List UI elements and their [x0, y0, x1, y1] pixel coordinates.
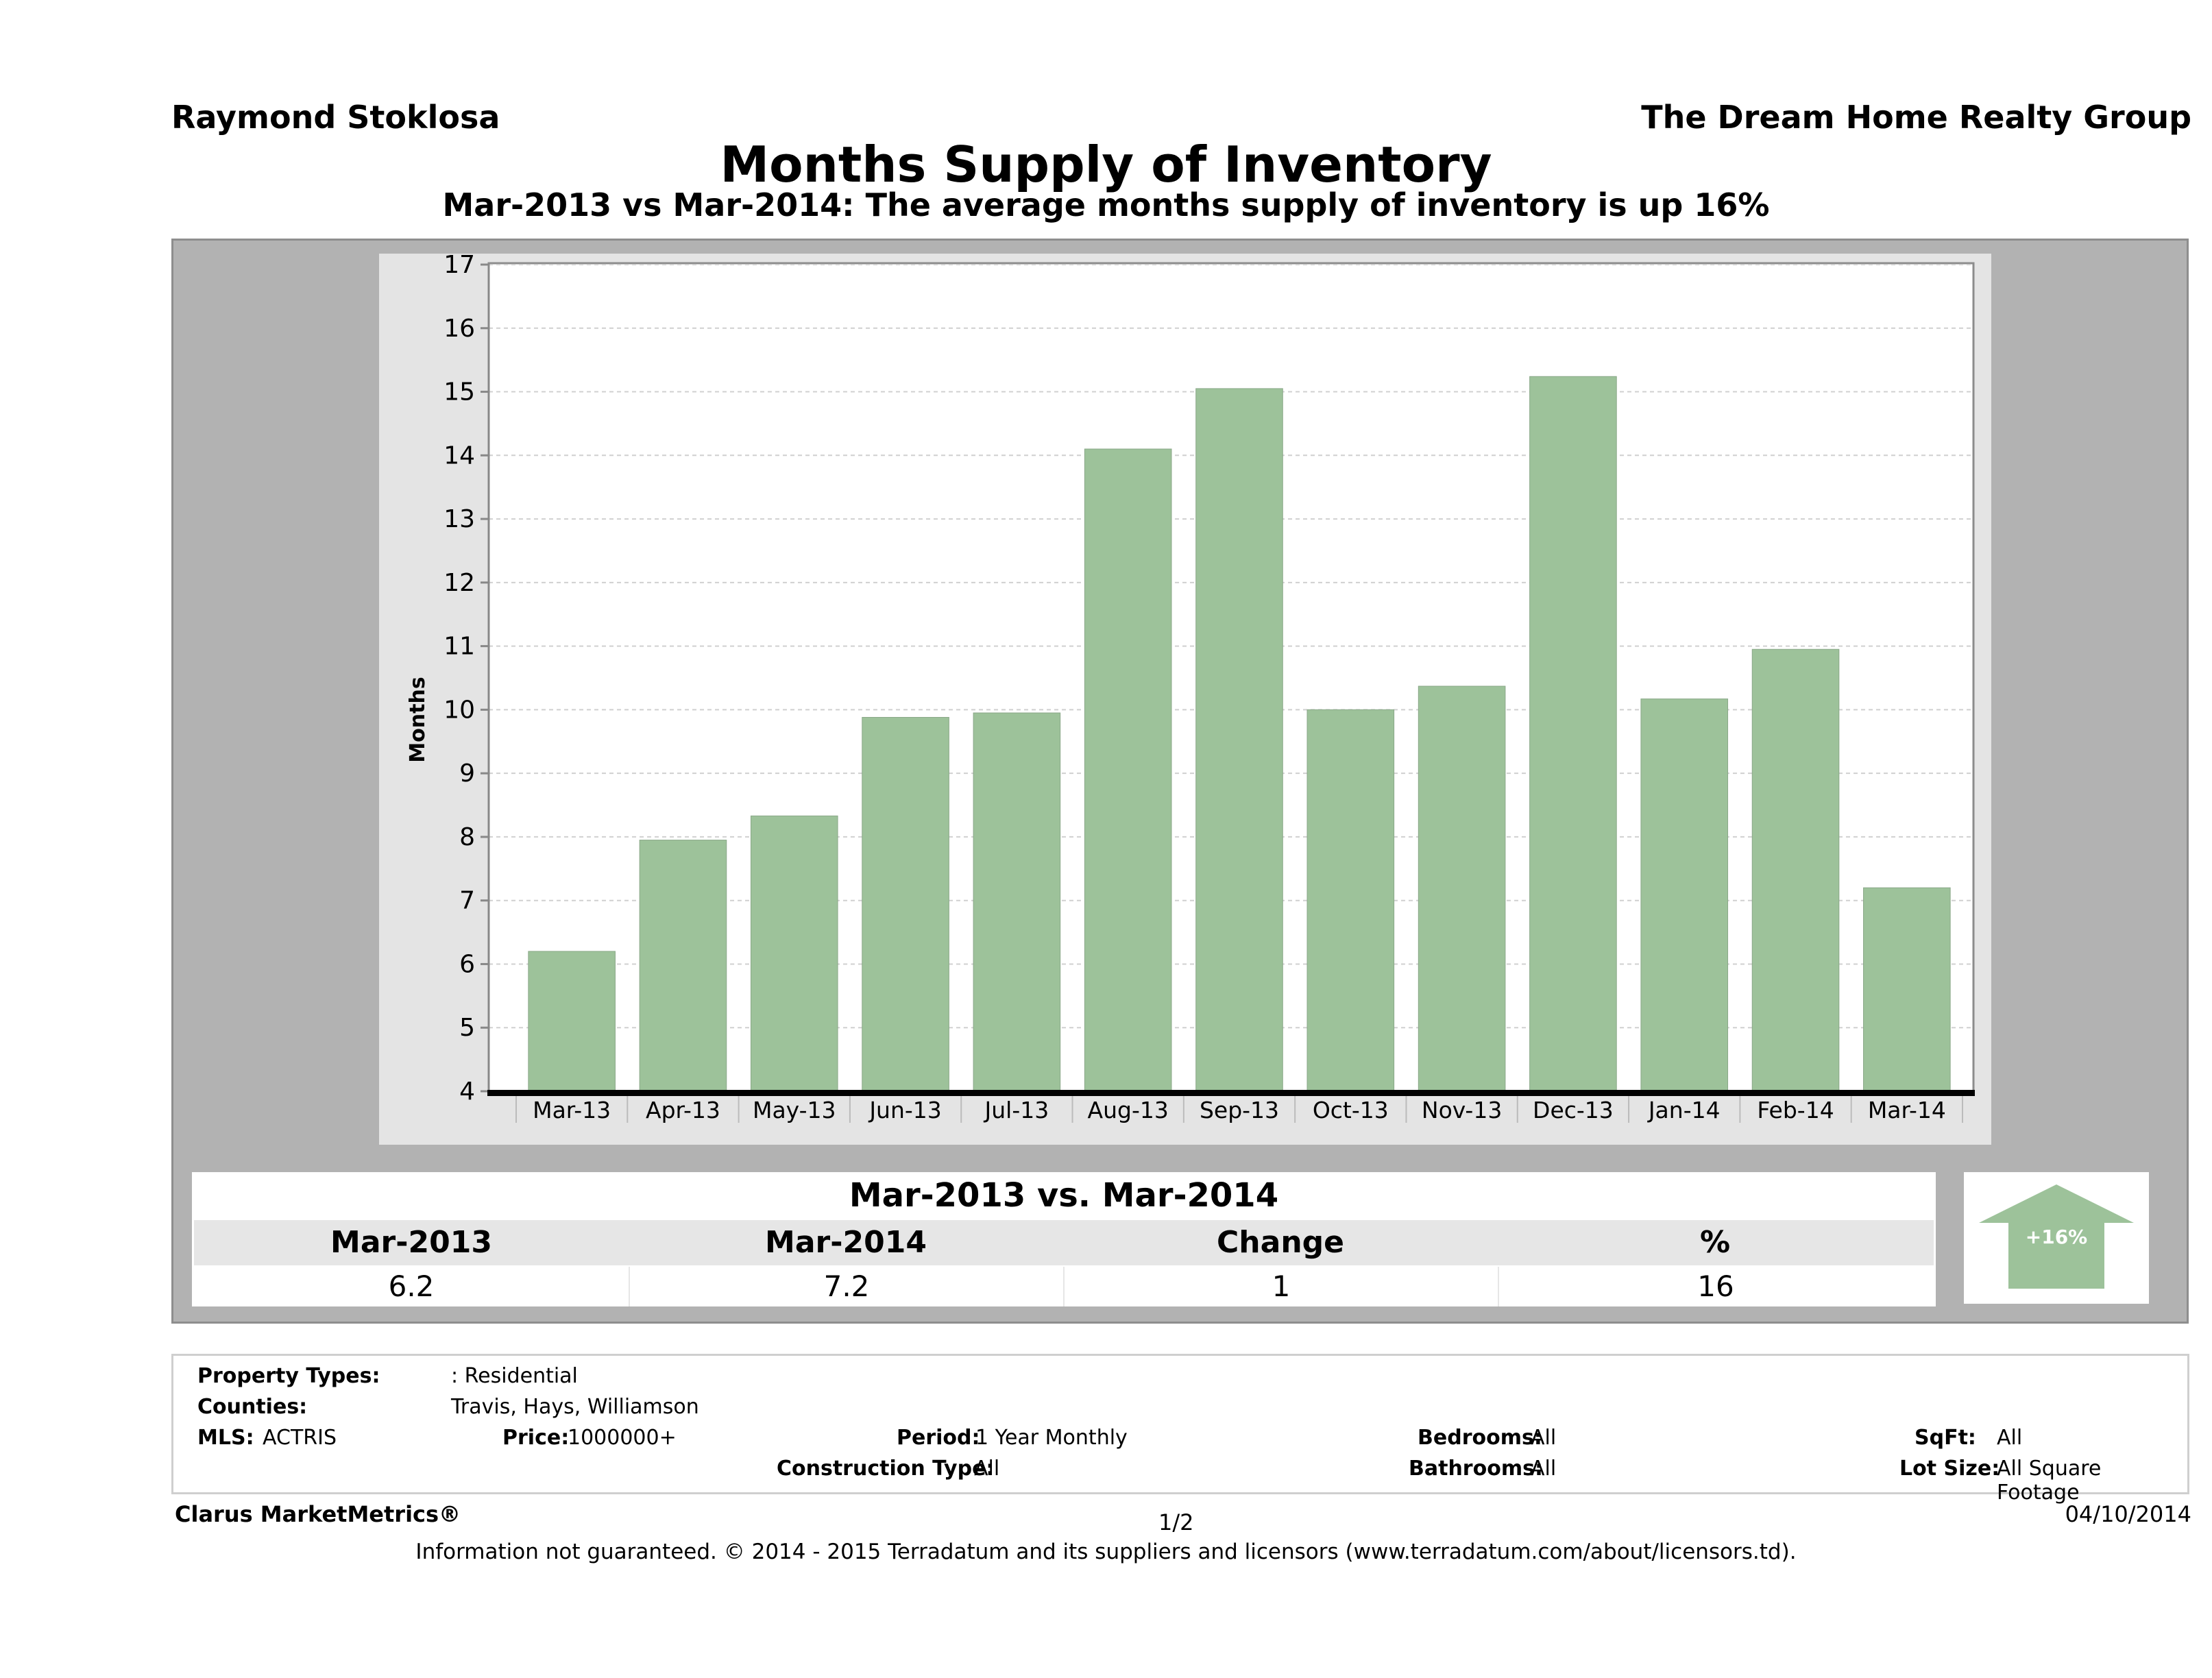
y-tick-label: 4 — [459, 1078, 475, 1106]
disclaimer: Information not guaranteed. © 2014 - 201… — [415, 1540, 1797, 1564]
period-label: Period: — [897, 1426, 980, 1450]
y-tick-label: 5 — [459, 1014, 475, 1042]
y-tick-label: 8 — [459, 823, 475, 851]
summary-title: Mar-2013 vs. Mar-2014 — [194, 1172, 1934, 1219]
y-tick-label: 9 — [459, 759, 475, 788]
x-tick-label: Nov-13 — [1422, 1097, 1502, 1123]
x-axis-line — [487, 1090, 1975, 1096]
bar-oct-13 — [1306, 709, 1395, 1092]
y-axis-label: Months — [406, 677, 430, 762]
y-tick-label: 14 — [443, 441, 475, 470]
y-tick-label: 6 — [459, 950, 475, 978]
bar-mar-14 — [1863, 887, 1951, 1092]
change-badge: +16% — [1964, 1172, 2149, 1304]
x-tick-label: Mar-14 — [1868, 1097, 1946, 1123]
summary-header-change: Change — [1217, 1225, 1344, 1260]
mls-value: ACTRIS — [263, 1426, 337, 1450]
y-tick-label: 12 — [443, 569, 475, 597]
x-tick-label: Oct-13 — [1313, 1097, 1389, 1123]
bedrooms-value: All — [1531, 1426, 1557, 1450]
y-tick-label: 10 — [443, 696, 475, 724]
summary-value-change: 1 — [1063, 1267, 1498, 1306]
summary-header-mar2013: Mar-2013 — [330, 1225, 492, 1260]
bar-nov-13 — [1418, 685, 1506, 1092]
bar-jan-14 — [1640, 698, 1729, 1092]
bathrooms-label: Bathrooms: — [1409, 1457, 1543, 1481]
lot-size-label: Lot Size: — [1899, 1457, 2000, 1481]
x-tick-label: Feb-14 — [1757, 1097, 1834, 1123]
chart-subtitle: Mar-2013 vs Mar-2014: The average months… — [442, 186, 1770, 223]
y-tick-label: 13 — [443, 505, 475, 533]
summary-value-percent: 16 — [1498, 1267, 1932, 1306]
y-tick-label: 11 — [443, 633, 475, 661]
chart-title: Months Supply of Inventory — [720, 136, 1492, 193]
bar-feb-14 — [1751, 648, 1840, 1092]
footer-brand: Clarus MarketMetrics® — [175, 1501, 461, 1527]
mls-label: MLS: — [197, 1426, 254, 1450]
bar-apr-13 — [639, 840, 727, 1092]
bar-mar-13 — [528, 951, 616, 1092]
summary-header-mar2014: Mar-2014 — [765, 1225, 927, 1260]
y-tick-label: 15 — [443, 378, 475, 406]
y-tick-label: 16 — [443, 315, 475, 343]
property-types-label: Property Types: — [197, 1364, 380, 1388]
bathrooms-value: All — [1531, 1457, 1557, 1481]
x-tick-label: May-13 — [753, 1097, 836, 1123]
report-date: 04/10/2014 — [2065, 1501, 2191, 1527]
x-tick-label: Sep-13 — [1200, 1097, 1279, 1123]
bar-aug-13 — [1084, 448, 1172, 1092]
construction-type-value: All — [974, 1457, 1000, 1481]
bar-dec-13 — [1529, 376, 1617, 1092]
counties-value: Travis, Hays, Williamson — [451, 1395, 699, 1419]
bar-sep-13 — [1195, 388, 1283, 1092]
price-value: 1000000+ — [568, 1426, 677, 1450]
page-number: 1/2 — [1158, 1509, 1194, 1535]
axes: 4 5 6 7 8 9 10 11 12 13 14 15 16 17 Mar-13 Apr-13 May-13… — [443, 254, 1975, 1123]
summary-value-mar2013: 6.2 — [388, 1269, 435, 1303]
bars — [528, 376, 1951, 1092]
up-arrow-icon: +16% — [1979, 1184, 2134, 1289]
x-tick-label: Mar-13 — [533, 1097, 611, 1123]
property-types-value: : Residential — [451, 1364, 578, 1388]
price-label: Price: — [502, 1426, 570, 1450]
counties-label: Counties: — [197, 1395, 308, 1419]
construction-type-label: Construction Type: — [777, 1457, 995, 1481]
criteria-panel: Property Types: : Residential Counties: … — [171, 1354, 2189, 1505]
x-tick-label: Jul-13 — [984, 1097, 1049, 1123]
sqft-label: SqFt: — [1915, 1426, 1976, 1450]
summary-value-mar2014: 7.2 — [629, 1267, 1063, 1306]
bedrooms-label: Bedrooms: — [1418, 1426, 1542, 1450]
summary-value-row: 6.2 7.2 1 16 — [194, 1267, 1934, 1306]
x-tick-label: Jun-13 — [868, 1097, 941, 1123]
summary-header-row: Mar-2013 Mar-2014 Change % — [194, 1220, 1934, 1265]
bar-may-13 — [750, 815, 838, 1092]
badge-label: +16% — [2026, 1226, 2087, 1248]
company-name: The Dream Home Realty Group — [1641, 99, 2191, 136]
y-tick-label: 17 — [443, 254, 475, 279]
agent-name: Raymond Stoklosa — [171, 99, 500, 136]
x-tick-label: Aug-13 — [1088, 1097, 1169, 1123]
x-tick-label: Dec-13 — [1533, 1097, 1614, 1123]
bar-jul-13 — [973, 712, 1061, 1092]
y-tick-label: 7 — [459, 887, 475, 915]
bar-chart: 4 5 6 7 8 9 10 11 12 13 14 15 16 17 Mar-13 Apr-13 May-13… — [406, 254, 1975, 1123]
summary-header-percent: % — [1699, 1225, 1731, 1260]
lot-size-value: All Square Footage — [1997, 1457, 2102, 1505]
sqft-value: All — [1997, 1426, 2023, 1450]
bar-jun-13 — [862, 717, 949, 1092]
x-tick-label: Jan-14 — [1647, 1097, 1721, 1123]
period-value: 1 Year Monthly — [975, 1426, 1128, 1450]
x-tick-label: Apr-13 — [646, 1097, 720, 1123]
